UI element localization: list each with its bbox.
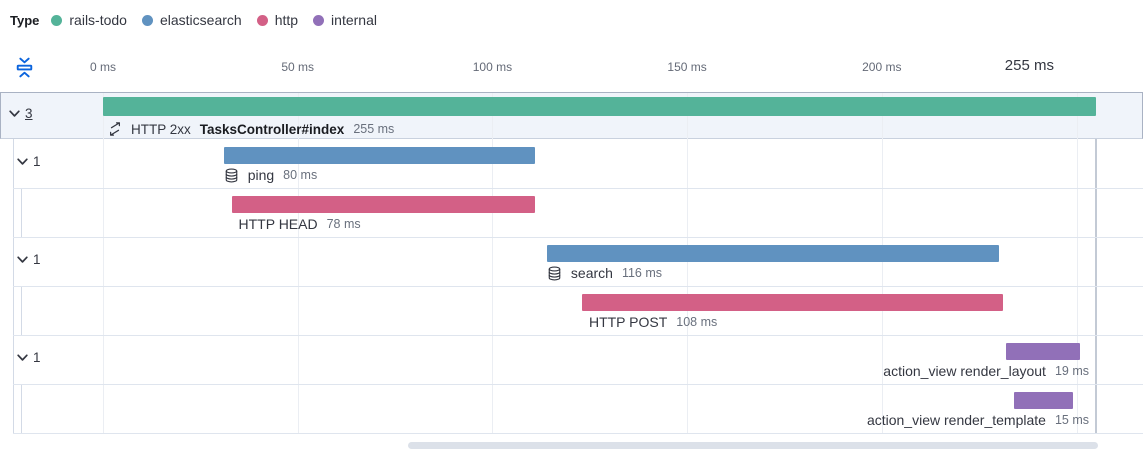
span-label-taskscontroller-index: HTTP 2xx TasksController#index 255 ms <box>108 119 394 139</box>
legend-color-dot <box>51 14 63 26</box>
row-divider <box>13 384 1143 385</box>
span-duration: 15 ms <box>1054 413 1089 427</box>
row-divider <box>13 433 1143 434</box>
span-bar-http-post[interactable] <box>581 294 1003 311</box>
accordion-toggle[interactable]: 1 <box>16 252 41 267</box>
gridline-150ms <box>687 93 689 433</box>
span-label-ping: ping 80 ms <box>224 165 318 185</box>
span-name: ping <box>247 167 275 183</box>
span-duration: 255 ms <box>353 122 395 136</box>
span-bar-ping[interactable] <box>223 147 536 164</box>
legend-item-http: http <box>256 12 299 28</box>
child-count: 1 <box>33 350 41 365</box>
span-name: action_view render_template <box>866 412 1046 428</box>
row-divider <box>13 237 1143 238</box>
child-count: 1 <box>33 154 41 169</box>
legend-color-dot <box>313 14 325 26</box>
accordion-toggle[interactable]: 1 <box>16 154 41 169</box>
span-bar-action-view-render-template[interactable] <box>1014 392 1073 409</box>
chevron-down-icon <box>8 107 21 120</box>
span-bar-search[interactable] <box>546 245 999 262</box>
accordion-toggle[interactable]: 1 <box>16 350 41 365</box>
transaction-name: TasksController#index <box>199 121 345 137</box>
axis-tick-label: 50 ms <box>281 60 315 74</box>
accordion-border-level-2 <box>21 384 22 433</box>
gridline-50ms <box>297 93 299 433</box>
child-count: 1 <box>33 252 41 267</box>
horizontal-scrollbar-thumb[interactable] <box>408 442 1098 449</box>
span-label-action-view-render-layout: action_view render_layout 19 ms <box>883 361 1089 381</box>
accordion-border-level-2 <box>21 286 22 335</box>
axis-tick-label: 100 ms <box>472 60 513 74</box>
row-divider <box>13 335 1143 336</box>
transaction-result: HTTP 2xx <box>131 121 191 137</box>
chevron-down-icon <box>16 253 29 266</box>
legend-item-elasticsearch: elasticsearch <box>141 12 242 28</box>
span-bar-action-view-render-layout[interactable] <box>1006 343 1081 360</box>
span-label-search: search 116 ms <box>547 263 662 283</box>
chevron-down-icon <box>16 155 29 168</box>
child-count: 3 <box>25 106 33 121</box>
chevron-down-icon <box>16 351 29 364</box>
span-label-http-head: HTTP HEAD 78 ms <box>239 214 361 234</box>
gridline-200ms <box>881 93 883 433</box>
legend-item-label: elasticsearch <box>159 12 242 28</box>
span-duration: 78 ms <box>326 217 361 231</box>
span-duration: 19 ms <box>1054 364 1089 378</box>
accordion-border-level-2 <box>21 188 22 237</box>
span-duration: 116 ms <box>621 266 663 280</box>
span-label-action-view-render-template: action_view render_template 15 ms <box>867 410 1089 430</box>
span-name: HTTP HEAD <box>238 216 318 232</box>
legend-item-label: internal <box>331 12 377 28</box>
span-label-http-post: HTTP POST 108 ms <box>589 312 717 332</box>
transaction-icon <box>108 122 122 136</box>
row-divider <box>13 286 1143 287</box>
axis-tick-label: 0 ms <box>89 60 117 74</box>
gridline-100ms <box>492 93 494 433</box>
axis-tick-label: 150 ms <box>667 60 707 74</box>
span-duration: 108 ms <box>676 315 718 329</box>
legend-title: Type <box>10 12 40 28</box>
row-divider <box>13 188 1143 189</box>
span-name: HTTP POST <box>588 314 668 330</box>
legend-item-rails-todo: rails-todo <box>51 12 127 28</box>
axis-total-duration: 255 ms <box>1004 57 1054 74</box>
legend-item-internal: internal <box>313 12 377 28</box>
legend-color-dot <box>141 14 153 26</box>
span-name: action_view render_layout <box>883 363 1046 379</box>
legend-item-label: rails-todo <box>69 12 127 28</box>
database-icon <box>224 167 239 183</box>
legend-color-dot <box>256 14 268 26</box>
database-icon <box>547 265 562 281</box>
accordion-toggle[interactable]: 3 <box>8 106 33 121</box>
gridline-0ms <box>103 93 104 433</box>
span-name: search <box>570 265 613 281</box>
legend-item-label: http <box>274 12 299 28</box>
span-duration: 80 ms <box>283 168 318 182</box>
span-bar-taskscontroller-index[interactable] <box>103 97 1096 116</box>
type-legend: Type rails-todo elasticsearch http internal <box>10 10 392 30</box>
span-bar-http-head[interactable] <box>231 196 536 213</box>
axis-tick-label: 200 ms <box>862 60 902 74</box>
gridline-250ms <box>1076 93 1078 433</box>
collapse-all-button[interactable] <box>12 56 36 82</box>
fold-icon <box>15 56 34 82</box>
